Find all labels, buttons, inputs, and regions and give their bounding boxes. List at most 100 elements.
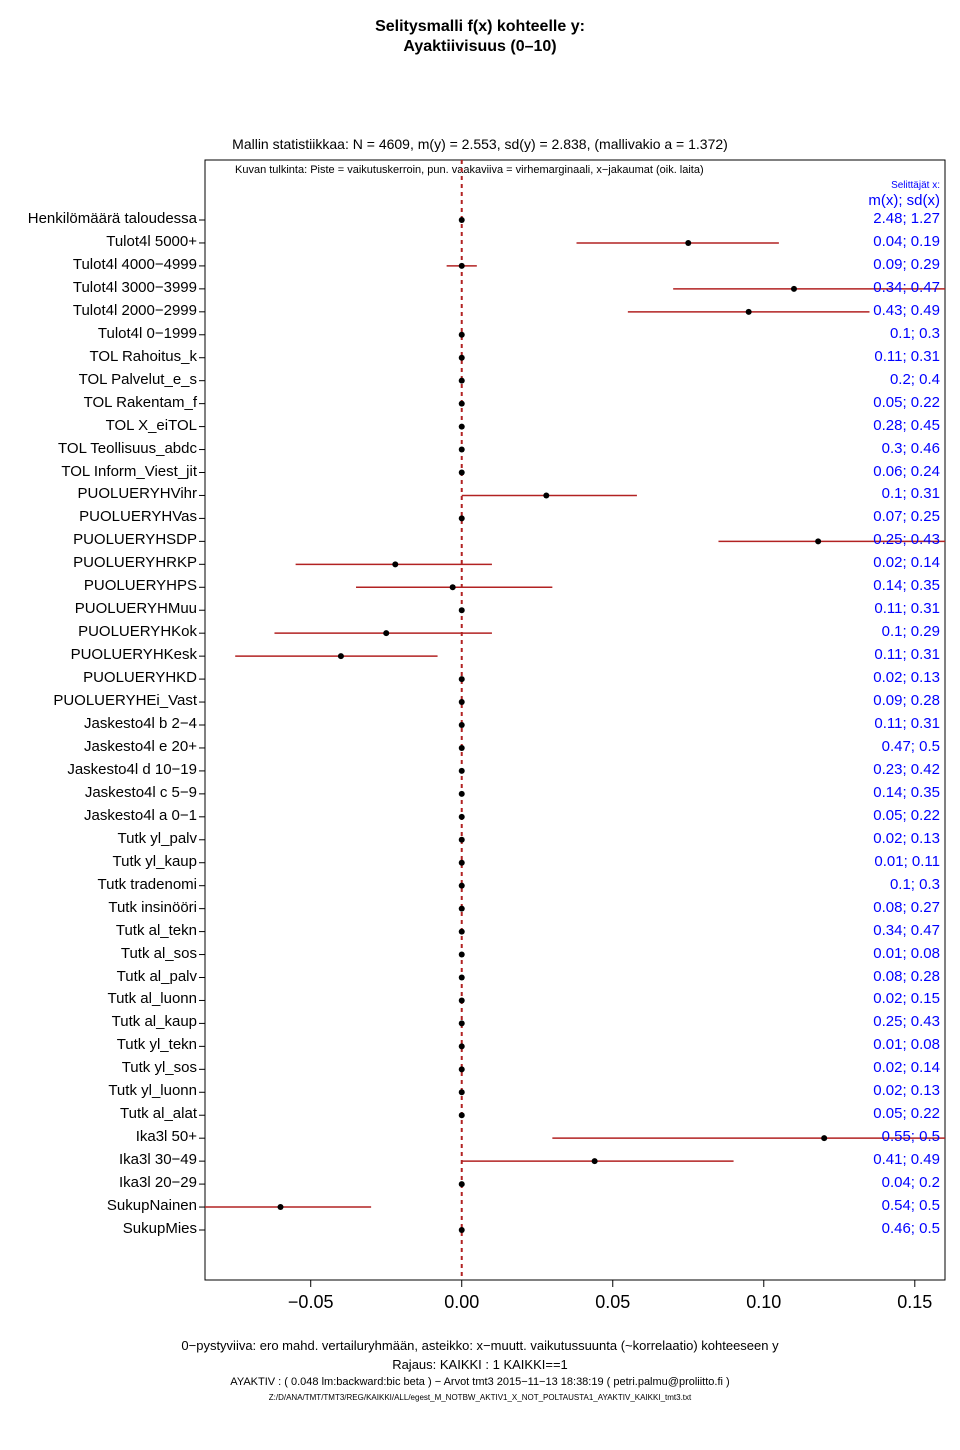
point-estimate: [459, 1089, 465, 1095]
row-value: 0.01; 0.08: [795, 945, 940, 962]
footer-line-3: Z:/D/ANA/TMT/TMT3/REG/KAIKKI/ALL/egest_M…: [0, 1393, 960, 1402]
point-estimate: [459, 607, 465, 613]
point-estimate: [543, 492, 549, 498]
point-estimate: [459, 424, 465, 430]
row-label: Tulot4l 2000−2999: [0, 302, 197, 319]
row-value: 0.04; 0.2: [795, 1174, 940, 1191]
row-value: 0.05; 0.22: [795, 807, 940, 824]
row-value: 0.07; 0.25: [795, 508, 940, 525]
point-estimate: [459, 699, 465, 705]
row-label: Henkilömäärä taloudessa: [0, 210, 197, 227]
row-label: TOL Teollisuus_abdc: [0, 440, 197, 457]
row-label: Tutk yl_palv: [0, 830, 197, 847]
row-label: PUOLUERYHEi_Vast: [0, 692, 197, 709]
point-estimate: [383, 630, 389, 636]
point-estimate: [459, 355, 465, 361]
row-label: TOL X_eiTOL: [0, 417, 197, 434]
row-value: 0.43; 0.49: [795, 302, 940, 319]
row-value: 0.54; 0.5: [795, 1197, 940, 1214]
point-estimate: [459, 837, 465, 843]
row-value: 0.23; 0.42: [795, 761, 940, 778]
row-value: 0.11; 0.31: [795, 715, 940, 732]
row-value: 0.09; 0.28: [795, 692, 940, 709]
point-estimate: [459, 722, 465, 728]
row-value: 0.02; 0.14: [795, 554, 940, 571]
row-value: 0.1; 0.31: [795, 485, 940, 502]
row-label: PUOLUERYHKD: [0, 669, 197, 686]
point-estimate: [459, 883, 465, 889]
row-label: Tutk yl_tekn: [0, 1036, 197, 1053]
row-label: Jaskesto4l b 2−4: [0, 715, 197, 732]
point-estimate: [459, 263, 465, 269]
row-label: Ika3l 20−29: [0, 1174, 197, 1191]
x-tick-label: 0.00: [422, 1292, 502, 1313]
row-value: 0.47; 0.5: [795, 738, 940, 755]
x-tick-label: 0.05: [573, 1292, 653, 1313]
row-value: 0.55; 0.5: [795, 1128, 940, 1145]
row-value: 0.2; 0.4: [795, 371, 940, 388]
row-label: PUOLUERYHKesk: [0, 646, 197, 663]
point-estimate: [459, 791, 465, 797]
point-estimate: [392, 561, 398, 567]
row-label: Tulot4l 3000−3999: [0, 279, 197, 296]
point-estimate: [459, 470, 465, 476]
point-estimate: [459, 378, 465, 384]
row-label: PUOLUERYHSDP: [0, 531, 197, 548]
row-label: Ika3l 50+: [0, 1128, 197, 1145]
row-label: SukupMies: [0, 1220, 197, 1237]
row-value: 0.1; 0.29: [795, 623, 940, 640]
x-tick-label: −0.05: [271, 1292, 351, 1313]
point-estimate: [459, 1066, 465, 1072]
row-label: Tutk yl_sos: [0, 1059, 197, 1076]
row-value: 0.46; 0.5: [795, 1220, 940, 1237]
row-label: Tutk al_sos: [0, 945, 197, 962]
row-value: 2.48; 1.27: [795, 210, 940, 227]
point-estimate: [459, 401, 465, 407]
row-value: 0.02; 0.13: [795, 830, 940, 847]
point-estimate: [459, 1112, 465, 1118]
point-estimate: [459, 447, 465, 453]
value-header-small: Selittäjät x:: [795, 180, 940, 191]
row-value: 0.11; 0.31: [795, 646, 940, 663]
point-estimate: [459, 745, 465, 751]
row-value: 0.34; 0.47: [795, 922, 940, 939]
row-label: Tutk tradenomi: [0, 876, 197, 893]
point-estimate: [459, 332, 465, 338]
point-estimate: [459, 217, 465, 223]
point-estimate: [459, 515, 465, 521]
footer-line-0: 0−pystyviiva: ero mahd. vertailuryhmään,…: [0, 1338, 960, 1353]
row-value: 0.1; 0.3: [795, 325, 940, 342]
row-value: 0.28; 0.45: [795, 417, 940, 434]
row-value: 0.14; 0.35: [795, 577, 940, 594]
row-value: 0.11; 0.31: [795, 348, 940, 365]
row-value: 0.41; 0.49: [795, 1151, 940, 1168]
row-value: 0.02; 0.13: [795, 1082, 940, 1099]
row-value: 0.02; 0.15: [795, 990, 940, 1007]
row-label: PUOLUERYHPS: [0, 577, 197, 594]
row-label: TOL Rakentam_f: [0, 394, 197, 411]
row-label: Tulot4l 0−1999: [0, 325, 197, 342]
row-value: 0.06; 0.24: [795, 463, 940, 480]
point-estimate: [459, 929, 465, 935]
row-label: Tutk yl_luonn: [0, 1082, 197, 1099]
point-estimate: [459, 768, 465, 774]
row-label: PUOLUERYHVas: [0, 508, 197, 525]
row-label: TOL Rahoitus_k: [0, 348, 197, 365]
row-value: 0.34; 0.47: [795, 279, 940, 296]
row-label: TOL Inform_Viest_jit: [0, 463, 197, 480]
point-estimate: [746, 309, 752, 315]
row-label: Tutk al_alat: [0, 1105, 197, 1122]
row-value: 0.02; 0.13: [795, 669, 940, 686]
row-value: 0.14; 0.35: [795, 784, 940, 801]
point-estimate: [459, 1020, 465, 1026]
row-label: Tutk insinööri: [0, 899, 197, 916]
point-estimate: [338, 653, 344, 659]
point-estimate: [459, 676, 465, 682]
row-value: 0.01; 0.11: [795, 853, 940, 870]
footer-line-1: Rajaus: KAIKKI : 1 KAIKKI==1: [0, 1357, 960, 1372]
point-estimate: [459, 1181, 465, 1187]
footer-line-2: AYAKTIV : ( 0.048 lm:backward:bic beta )…: [0, 1376, 960, 1388]
row-label: Tutk al_tekn: [0, 922, 197, 939]
row-value: 0.02; 0.14: [795, 1059, 940, 1076]
point-estimate: [592, 1158, 598, 1164]
